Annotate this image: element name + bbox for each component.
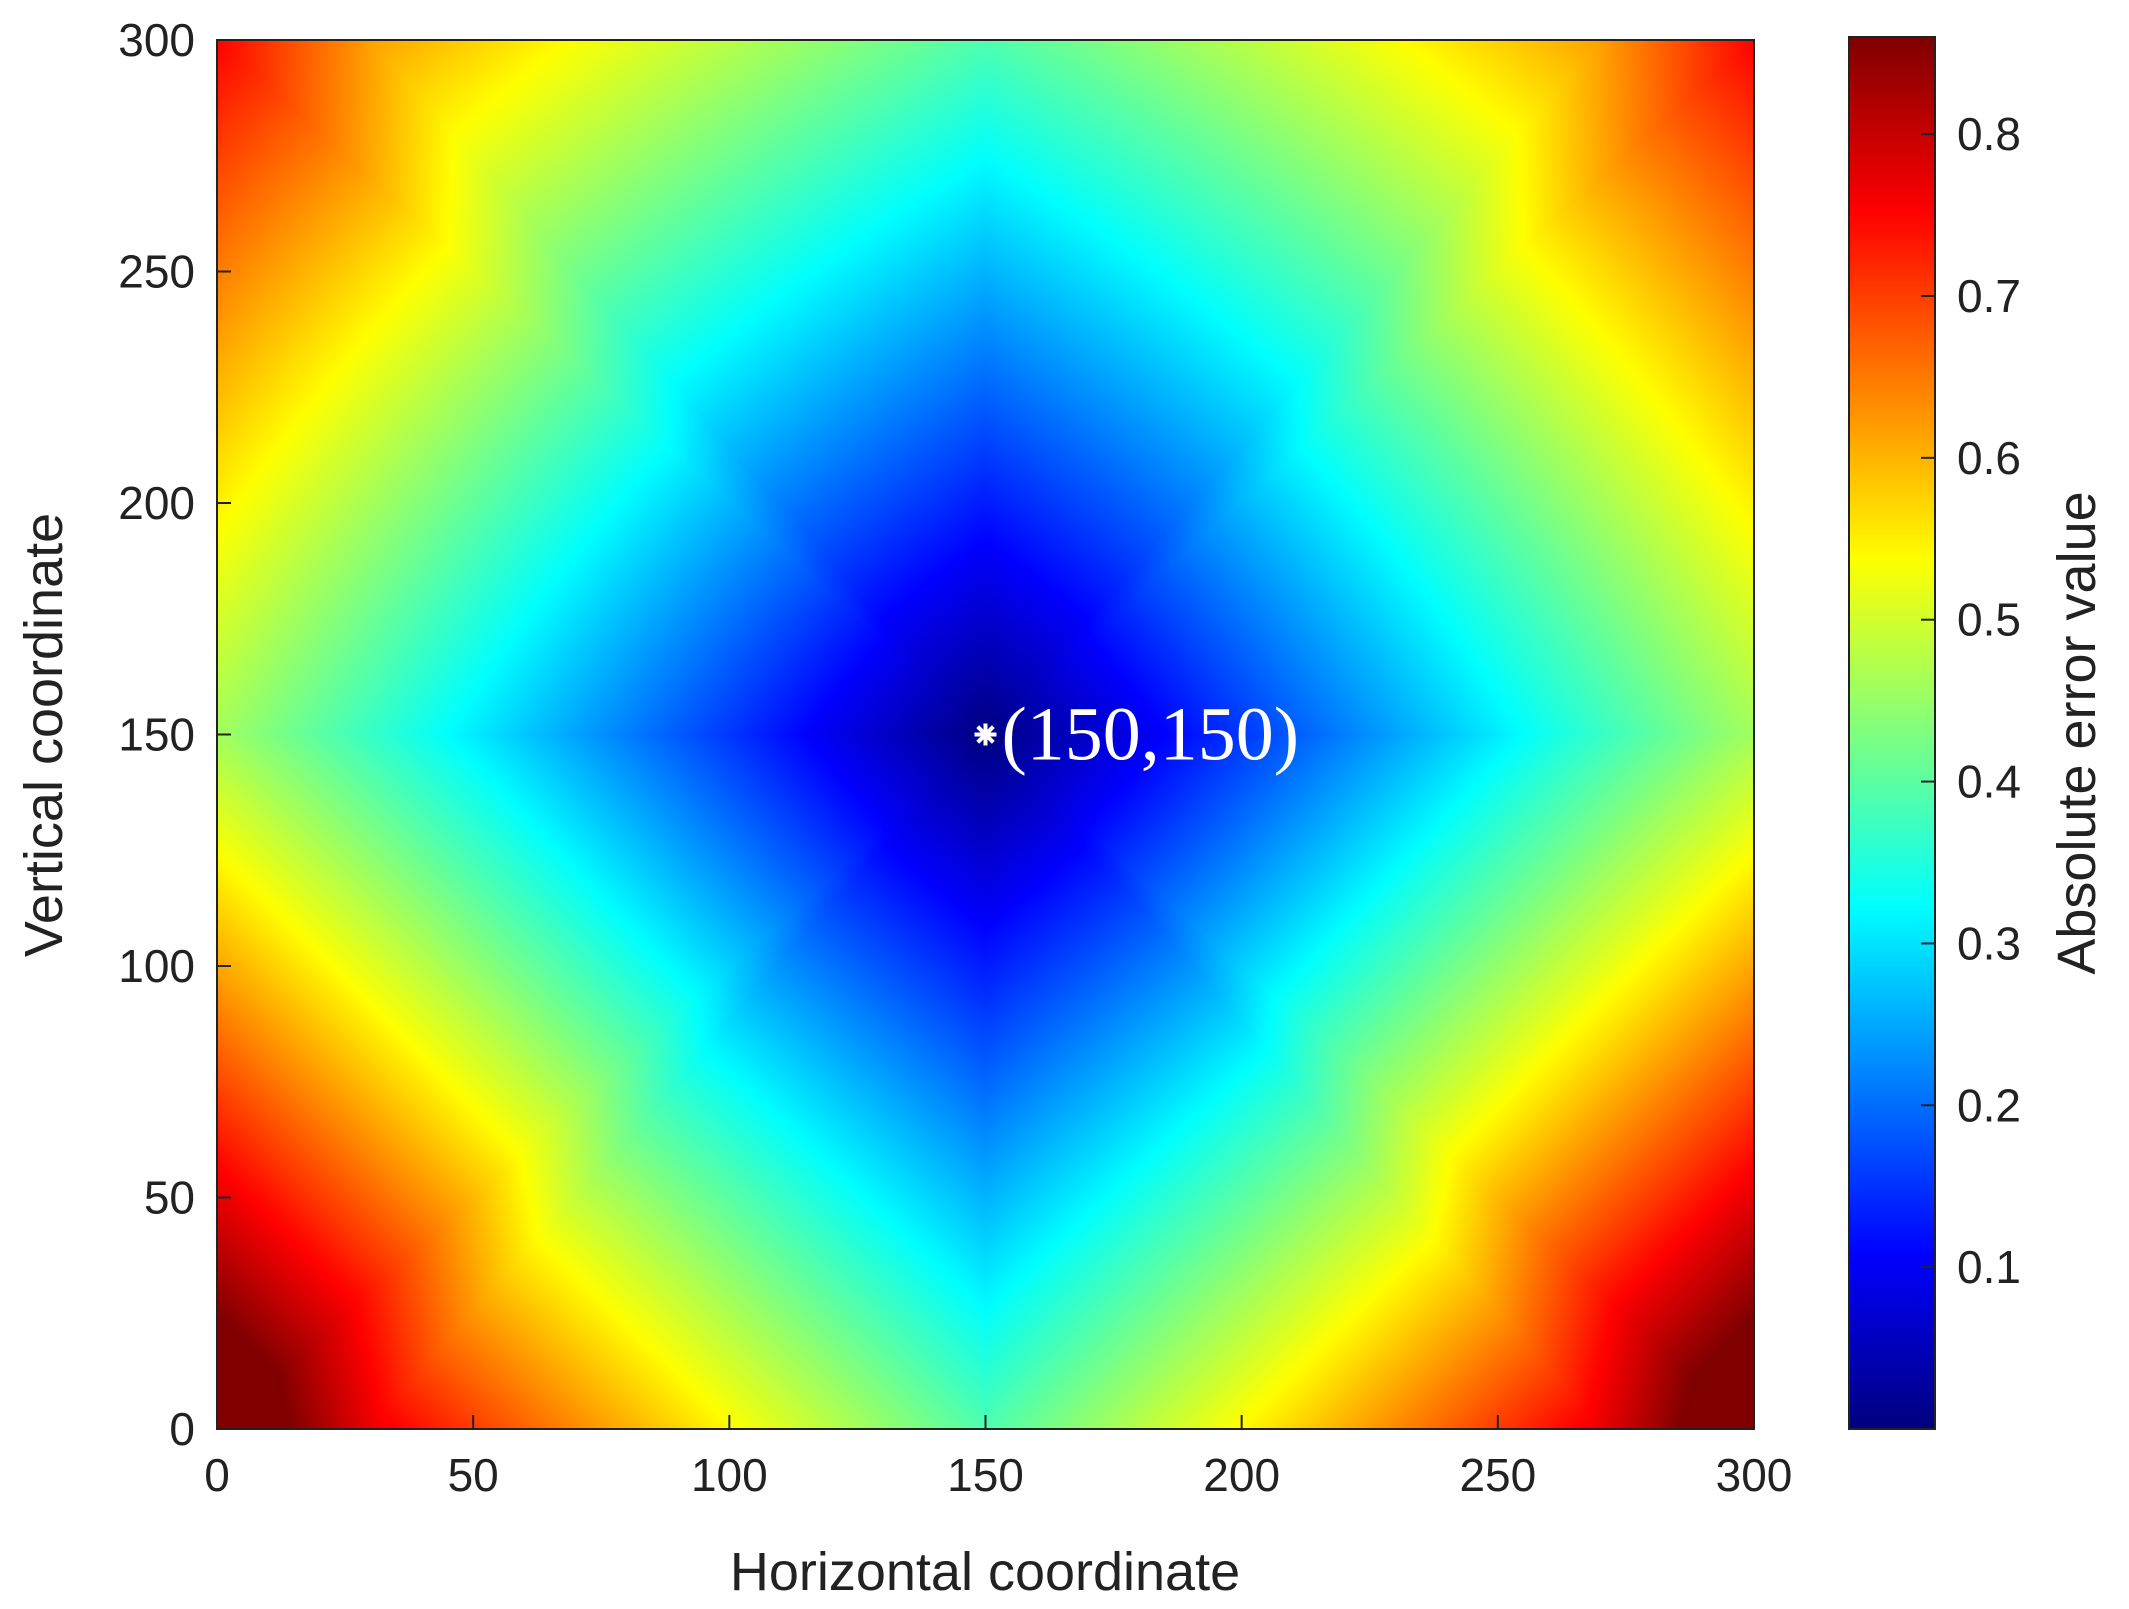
y-axis-ticks: 0 50 100 150 200 250 300 [118, 14, 231, 1455]
colorbar-tick-label: 0.8 [1957, 108, 2021, 160]
x-tick-label: 100 [691, 1449, 768, 1501]
x-tick-label: 250 [1459, 1449, 1536, 1501]
colorbar-tick-label: 0.2 [1957, 1079, 2021, 1131]
colorbar-tick-label: 0.7 [1957, 270, 2021, 322]
x-tick-label: 300 [1716, 1449, 1793, 1501]
colorbar-ticks: 0.1 0.2 0.3 0.4 0.5 0.6 0.7 0.8 [1921, 108, 2021, 1293]
center-point-annotation: (150,150) [974, 693, 1300, 777]
annotation-label: (150,150) [1002, 693, 1300, 777]
y-axis-label: Vertical coordinate [14, 513, 74, 957]
x-tick-label: 50 [448, 1449, 499, 1501]
colorbar-tick-label: 0.4 [1957, 756, 2021, 808]
y-tick-label: 200 [118, 477, 195, 529]
x-axis-ticks: 0 50 100 150 200 250 300 [204, 1415, 1792, 1501]
y-tick-label: 150 [118, 709, 195, 761]
colorbar-tick-label: 0.6 [1957, 432, 2021, 484]
y-tick-label: 0 [169, 1403, 195, 1455]
colorbar-tick-label: 0.3 [1957, 917, 2021, 969]
x-tick-label: 0 [204, 1449, 230, 1501]
y-tick-label: 50 [144, 1172, 195, 1224]
y-tick-label: 300 [118, 14, 195, 66]
y-tick-label: 100 [118, 940, 195, 992]
annotation-marker [974, 723, 997, 746]
x-tick-label: 150 [947, 1449, 1024, 1501]
x-axis-label: Horizontal coordinate [730, 1542, 1240, 1602]
colorbar-image [1849, 37, 1935, 1429]
colorbar-label: Absolute error value [2047, 491, 2107, 974]
colorbar-tick-label: 0.1 [1957, 1241, 2021, 1293]
colorbar-frame [1848, 36, 1936, 1430]
y-tick-label: 250 [118, 246, 195, 298]
x-tick-label: 200 [1203, 1449, 1280, 1501]
colorbar-tick-label: 0.5 [1957, 594, 2021, 646]
